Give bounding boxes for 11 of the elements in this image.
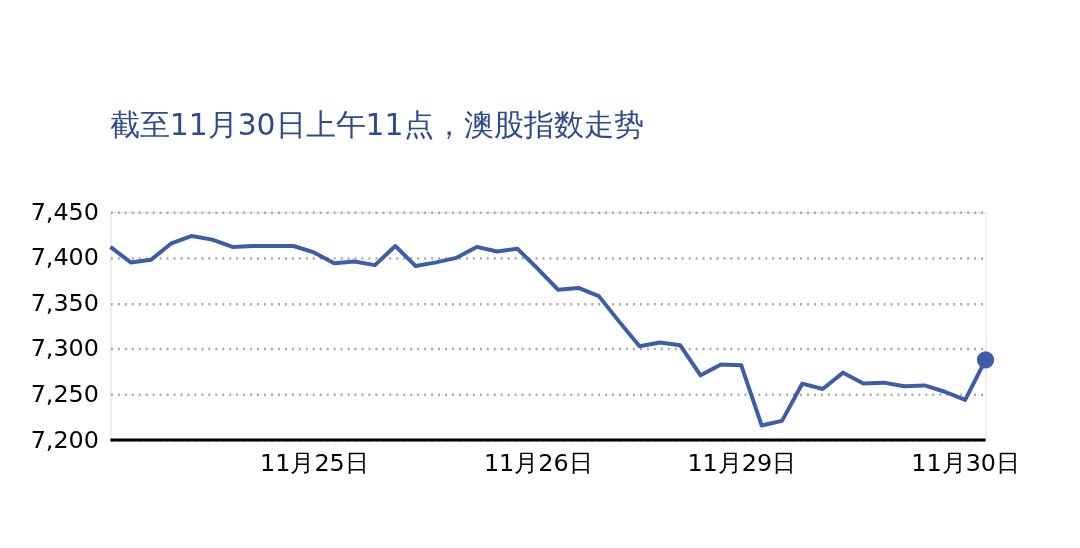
x-tick-label: 11月29日 bbox=[687, 449, 797, 478]
y-tick-label: 7,450 bbox=[30, 197, 99, 226]
y-tick-label: 7,350 bbox=[30, 288, 99, 317]
y-tick-label: 7,400 bbox=[30, 243, 99, 272]
x-tick-label: 11月26日 bbox=[483, 449, 593, 478]
y-tick-label: 7,200 bbox=[30, 425, 99, 454]
chart-title: 截至11月30日上午11点，澳股指数走势 bbox=[109, 106, 644, 142]
y-tick-label: 7,300 bbox=[30, 334, 99, 363]
x-tick-label: 11月30日 bbox=[911, 449, 1021, 478]
x-tick-label: 11月25日 bbox=[260, 449, 369, 478]
y-tick-label: 7,250 bbox=[30, 379, 99, 408]
